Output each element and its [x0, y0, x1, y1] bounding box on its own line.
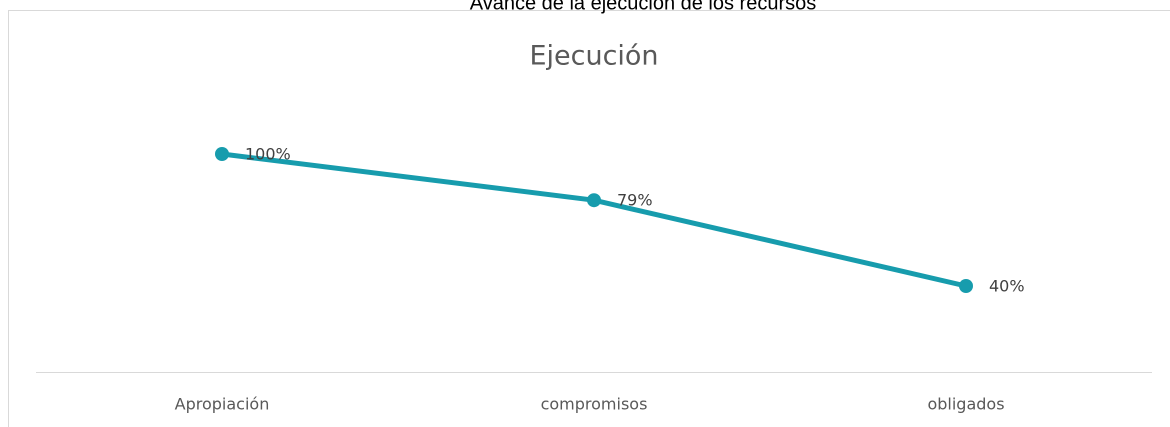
x-tick-label: compromisos: [541, 395, 648, 414]
x-tick-label: obligados: [927, 395, 1004, 414]
data-label: 100%: [245, 145, 291, 164]
point: [959, 279, 973, 293]
page-header: Avance de la ejecución de los recursos: [470, 0, 817, 14]
data-label: 79%: [617, 191, 653, 210]
point: [215, 147, 229, 161]
x-tick-label: Apropiación: [175, 395, 270, 414]
chart-frame: [8, 10, 1170, 427]
data-label: 40%: [989, 277, 1025, 296]
point: [587, 193, 601, 208]
chart-title: Ejecución: [529, 41, 658, 72]
